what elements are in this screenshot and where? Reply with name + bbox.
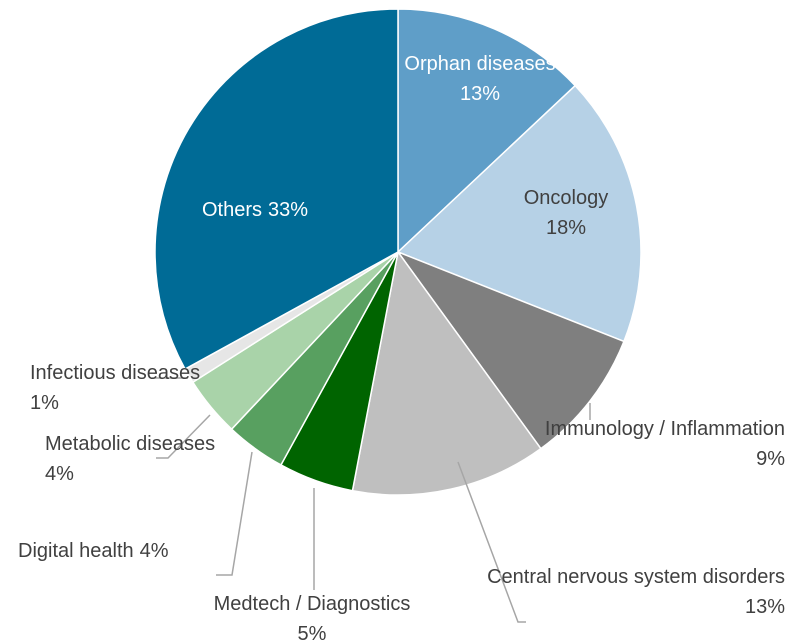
pie-slice xyxy=(397,8,577,254)
slice-label: Metabolic diseases 4% xyxy=(45,433,215,485)
leader-line xyxy=(457,461,526,623)
slice-name: Central nervous system disorders xyxy=(487,566,785,588)
slice-label: Central nervous system disorders 13% xyxy=(487,566,785,618)
leader-line xyxy=(216,451,253,576)
slice-name: Medtech / Diagnostics xyxy=(214,593,411,615)
pie-slice xyxy=(395,250,625,450)
slice-label: Infectious diseases 1% xyxy=(30,362,200,414)
slice-name: Immunology / Inflammation xyxy=(545,418,785,440)
slice-value: 4% xyxy=(140,540,169,562)
slice-name: Others xyxy=(202,199,262,221)
slice-name: Digital health xyxy=(18,540,134,562)
slice-value: 9% xyxy=(756,448,785,470)
slice-value: 18% xyxy=(546,217,586,239)
slice-label: Medtech / Diagnostics 5% xyxy=(214,593,411,641)
slice-name: Metabolic diseases xyxy=(45,433,215,455)
pie-slice xyxy=(396,84,642,343)
slice-name: Oncology xyxy=(524,187,609,209)
slice-value: 33% xyxy=(268,199,308,221)
slice-label: Digital health 4% xyxy=(18,540,169,562)
slice-value: 13% xyxy=(745,596,785,618)
slice-name: Infectious diseases xyxy=(30,362,200,384)
slice-name: Orphan diseases xyxy=(404,53,555,75)
slice-label: Others 33% xyxy=(202,199,308,221)
slice-label: Orphan diseases 13% xyxy=(404,53,555,105)
slice-label: Immunology / Inflammation 9% xyxy=(545,418,785,470)
slice-value: 13% xyxy=(460,83,500,105)
pie-slice xyxy=(351,250,542,496)
slice-value: 4% xyxy=(45,463,74,485)
leader-line xyxy=(156,414,211,459)
slice-label: Oncology 18% xyxy=(524,187,609,239)
slice-value: 1% xyxy=(30,392,59,414)
slice-value: 5% xyxy=(298,623,327,641)
pie-slice xyxy=(154,8,399,371)
